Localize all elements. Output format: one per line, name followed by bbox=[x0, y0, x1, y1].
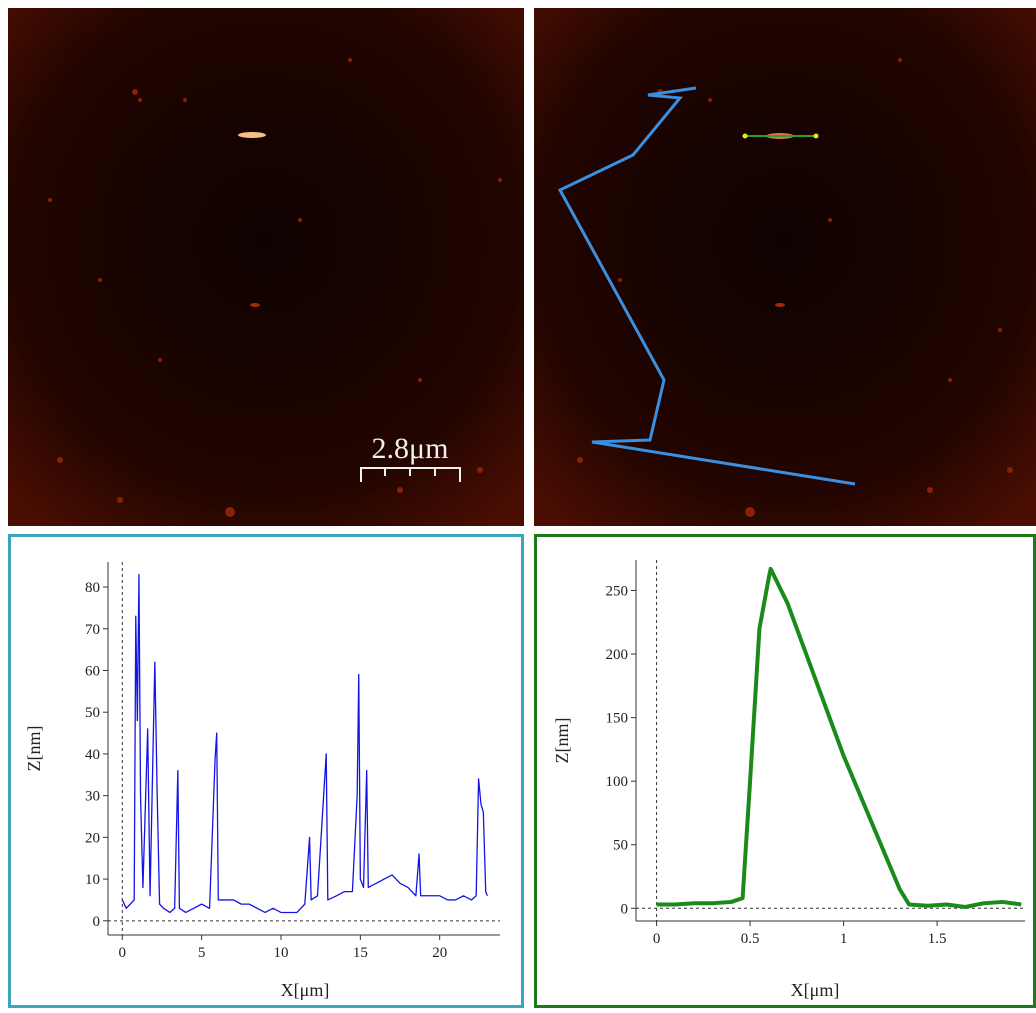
x-axis-label: X[μm] bbox=[791, 980, 840, 1000]
y-tick-label: 80 bbox=[85, 580, 100, 596]
y-tick-label: 60 bbox=[85, 663, 100, 679]
scale-bar-label: 2.8μm bbox=[372, 432, 449, 465]
x-tick-label: 1.5 bbox=[928, 931, 947, 947]
x-tick-label: 0 bbox=[119, 945, 127, 961]
x-tick-label: 0 bbox=[653, 931, 661, 947]
afm-image-left: 2.8μm bbox=[8, 8, 524, 526]
x-axis-label: X[μm] bbox=[281, 980, 330, 1000]
x-tick-label: 0.5 bbox=[741, 931, 760, 947]
scale-bar bbox=[360, 467, 461, 482]
x-tick-label: 10 bbox=[273, 945, 288, 961]
y-tick-label: 0 bbox=[621, 901, 629, 917]
afm-image-right bbox=[534, 8, 1036, 526]
y-tick-label: 20 bbox=[85, 830, 100, 846]
x-tick-label: 5 bbox=[198, 945, 206, 961]
y-tick-label: 250 bbox=[606, 584, 629, 600]
y-tick-label: 200 bbox=[606, 647, 629, 663]
y-tick-label: 100 bbox=[606, 774, 629, 790]
y-tick-label: 0 bbox=[93, 914, 101, 930]
y-axis-label: Z[nm] bbox=[24, 726, 44, 772]
y-axis-label: Z[nm] bbox=[552, 718, 572, 764]
y-tick-label: 50 bbox=[613, 838, 628, 854]
y-tick-label: 150 bbox=[606, 711, 629, 727]
y-tick-label: 30 bbox=[85, 789, 100, 805]
data-line bbox=[656, 566, 1022, 910]
x-tick-label: 20 bbox=[432, 945, 447, 961]
panel-border bbox=[534, 534, 1036, 1008]
panel-border bbox=[8, 534, 524, 1008]
y-tick-label: 70 bbox=[85, 622, 100, 638]
x-tick-label: 15 bbox=[353, 945, 368, 961]
y-tick-label: 10 bbox=[85, 872, 100, 888]
data-line bbox=[121, 573, 488, 914]
x-tick-label: 1 bbox=[840, 931, 848, 947]
y-tick-label: 50 bbox=[85, 705, 100, 721]
y-tick-label: 40 bbox=[85, 747, 100, 763]
